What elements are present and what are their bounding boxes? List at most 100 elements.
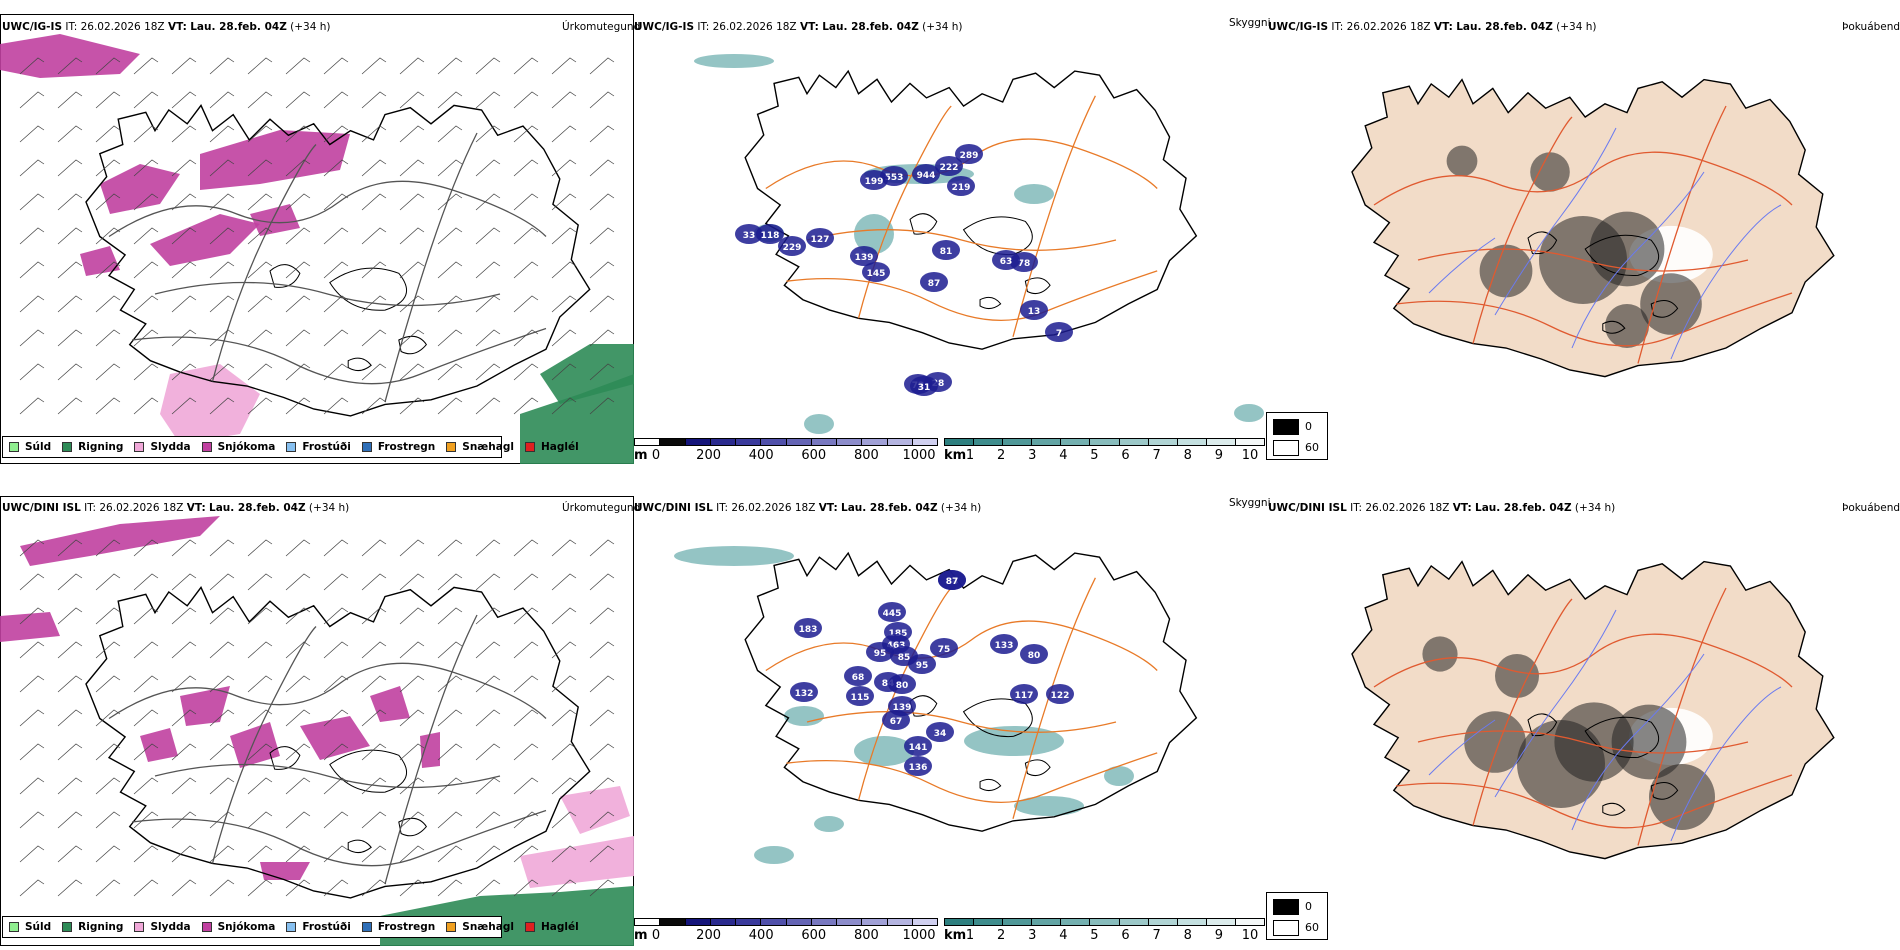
wind-barb [95, 57, 121, 75]
wind-barb [475, 675, 501, 693]
visibility-area [1014, 184, 1054, 204]
wind-barb [285, 57, 311, 75]
precip-glacier-outline [329, 267, 408, 311]
vis-colorbar-segment [1060, 438, 1091, 446]
vis-colorbar-segment [1031, 438, 1062, 446]
visibility-area [804, 414, 834, 434]
cloud-glacier-outline [962, 216, 1033, 255]
wind-barb [133, 675, 159, 693]
wind-barb [171, 363, 197, 381]
row2-precip-map-frame [0, 496, 634, 946]
wind-barb [19, 573, 45, 591]
wind-barb [247, 879, 273, 897]
wind-barb [19, 777, 45, 795]
base-colorbar-segment [810, 918, 837, 926]
cloud-base-area [935, 156, 963, 176]
wind-barb [551, 159, 577, 177]
precip-coastline [85, 586, 591, 899]
base-colorbar-segment [634, 438, 661, 446]
wind-barb [475, 641, 501, 659]
wind-barb [551, 91, 577, 109]
wind-barb [171, 329, 197, 347]
wind-barb [19, 261, 45, 279]
wind-barb [475, 193, 501, 211]
wind-barb [361, 227, 387, 245]
wind-barb [133, 261, 159, 279]
fog-glacier-outline [1584, 234, 1660, 277]
row2-cloud-map: 9444518318546395857568848095133801171221… [674, 546, 1198, 864]
row1-precip-header: UWC/IG-IS IT: 26.02.2026 18Z VT: Lau. 28… [2, 21, 331, 33]
wind-barb [323, 397, 349, 415]
wind-barb [399, 709, 425, 727]
wind-barb [247, 125, 273, 143]
cloud-base-area [778, 236, 806, 256]
wind-barb [399, 539, 425, 557]
vis-colorbar-segment [1176, 918, 1207, 926]
visibility-area [1234, 404, 1264, 422]
fog-glacier-outline [1602, 320, 1626, 334]
wind-barb [437, 57, 463, 75]
wind-barb [399, 57, 425, 75]
wind-barb [437, 777, 463, 795]
wind-barb [133, 295, 159, 313]
wind-barb [57, 879, 83, 897]
wind-barb [285, 227, 311, 245]
base-colorbar-tick: 1000 [902, 448, 936, 463]
base-colorbar-tick: 400 [748, 448, 774, 463]
wind-barb [513, 675, 539, 693]
row1-precip-legend: Súld Rigning Slydda Snjókoma Frostúði Frostre… [2, 436, 579, 458]
wind-barb [19, 641, 45, 659]
wind-barb [95, 675, 121, 693]
wind-barb [475, 743, 501, 761]
vis-colorbar-segment [1234, 438, 1265, 446]
precip-area-snow [420, 732, 440, 768]
wind-barb [133, 811, 159, 829]
fog-legend-label-0: 0 [1305, 420, 1312, 433]
precip-legend-label: Snjókoma [217, 921, 276, 933]
wind-barb [171, 539, 197, 557]
wind-barb [361, 363, 387, 381]
cloud-glacier-outline [979, 296, 1002, 310]
precip-road [131, 327, 547, 385]
row1-fog-map [1351, 78, 1835, 378]
wind-barb [361, 539, 387, 557]
wind-barb [209, 57, 235, 75]
precip-area-snow [370, 686, 410, 722]
wind-barb [323, 261, 349, 279]
wind-barb [361, 91, 387, 109]
wind-barb [551, 811, 577, 829]
wind-barb [57, 193, 83, 211]
vis-colorbar-segment [1147, 438, 1178, 446]
wind-barb [589, 329, 615, 347]
wind-barb [513, 193, 539, 211]
wind-barb [285, 573, 311, 591]
wind-barb [399, 363, 425, 381]
wind-barb [323, 227, 349, 245]
precip-legend-item: Haglél [524, 921, 579, 933]
cloud-base-value-label: 67 [890, 717, 903, 727]
cloud-base-value-label: 139 [855, 253, 874, 263]
wind-barb [589, 539, 615, 557]
wind-barb [19, 539, 45, 557]
wind-barb [95, 709, 121, 727]
wind-barb [95, 879, 121, 897]
wind-barb [19, 845, 45, 863]
wind-barb [475, 709, 501, 727]
vis-colorbar-segment [1002, 438, 1033, 446]
wind-barb [399, 675, 425, 693]
wind-barb [513, 261, 539, 279]
visibility-area [854, 214, 894, 254]
precip-area-snow [140, 728, 178, 762]
wind-barb [133, 329, 159, 347]
fog-river [1670, 204, 1782, 360]
wind-barb [589, 261, 615, 279]
wind-barb [171, 261, 197, 279]
wind-barb [361, 295, 387, 313]
precip-road [131, 809, 547, 867]
wind-barb [95, 329, 121, 347]
visibility-area [964, 726, 1064, 756]
wind-barb [437, 879, 463, 897]
cloud-base-value-label: 13 [1028, 307, 1041, 317]
cloud-base-value-label: 34 [934, 729, 947, 739]
vis-colorbar-tick: 8 [1183, 928, 1192, 943]
